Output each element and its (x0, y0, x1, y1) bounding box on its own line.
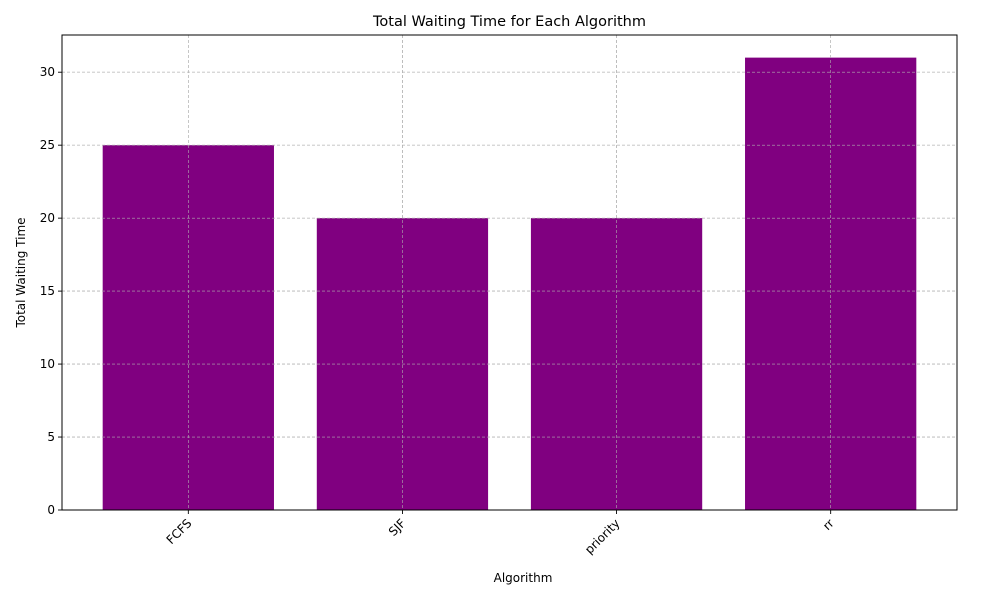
bar-rr (745, 57, 917, 510)
x-axis-label: Algorithm (494, 571, 553, 585)
chart-title: Total Waiting Time for Each Algorithm (372, 14, 646, 30)
y-tick-label: 25 (40, 138, 55, 152)
plot-frame (61, 34, 958, 511)
x-tick-label: SJF (386, 516, 409, 539)
bar-layer (62, 35, 957, 511)
y-tick-label: 20 (40, 211, 55, 225)
x-tick-label: rr (820, 516, 837, 533)
y-tick-label: 0 (47, 503, 55, 517)
y-tick-label: 10 (40, 357, 55, 371)
x-tick-label: FCFS (164, 516, 195, 547)
y-axis-label: Total Waiting Time (14, 217, 28, 328)
x-tick-label: priority (582, 516, 623, 557)
y-tick-label: 5 (47, 430, 55, 444)
y-tick-label: 15 (40, 284, 55, 298)
y-tick-label: 30 (40, 65, 55, 79)
